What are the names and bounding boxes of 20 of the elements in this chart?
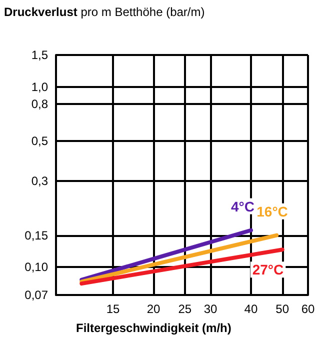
- x-tick-label: 50: [276, 302, 290, 316]
- y-tick-label: 0,5: [31, 134, 48, 148]
- y-tick-label: 0,3: [31, 174, 48, 188]
- y-tick-label: 0,8: [31, 97, 48, 112]
- x-tick-label: 15: [106, 302, 120, 316]
- x-axis-title: Filtergeschwindigkeit (m/h): [76, 321, 232, 335]
- series-label: 4°C: [230, 198, 254, 214]
- y-tick-label: 0,15: [24, 228, 48, 242]
- y-tick-label: 1,0: [31, 80, 48, 94]
- series-label: 16°C: [256, 203, 288, 220]
- series-label: 27°C: [252, 262, 284, 278]
- y-tick-label: 0,10: [24, 260, 48, 274]
- x-tick-label: 20: [146, 302, 160, 316]
- y-axis-title: Druckverlust pro m Betthöhe (bar/m): [4, 5, 205, 19]
- y-tick-label: 0,07: [24, 288, 48, 302]
- x-tick-label: 25: [178, 302, 192, 316]
- x-tick-label: 60: [301, 302, 315, 316]
- y-tick-label: 1,5: [31, 48, 48, 62]
- x-tick-label: 30: [204, 302, 218, 316]
- x-tick-label: 40: [244, 302, 258, 316]
